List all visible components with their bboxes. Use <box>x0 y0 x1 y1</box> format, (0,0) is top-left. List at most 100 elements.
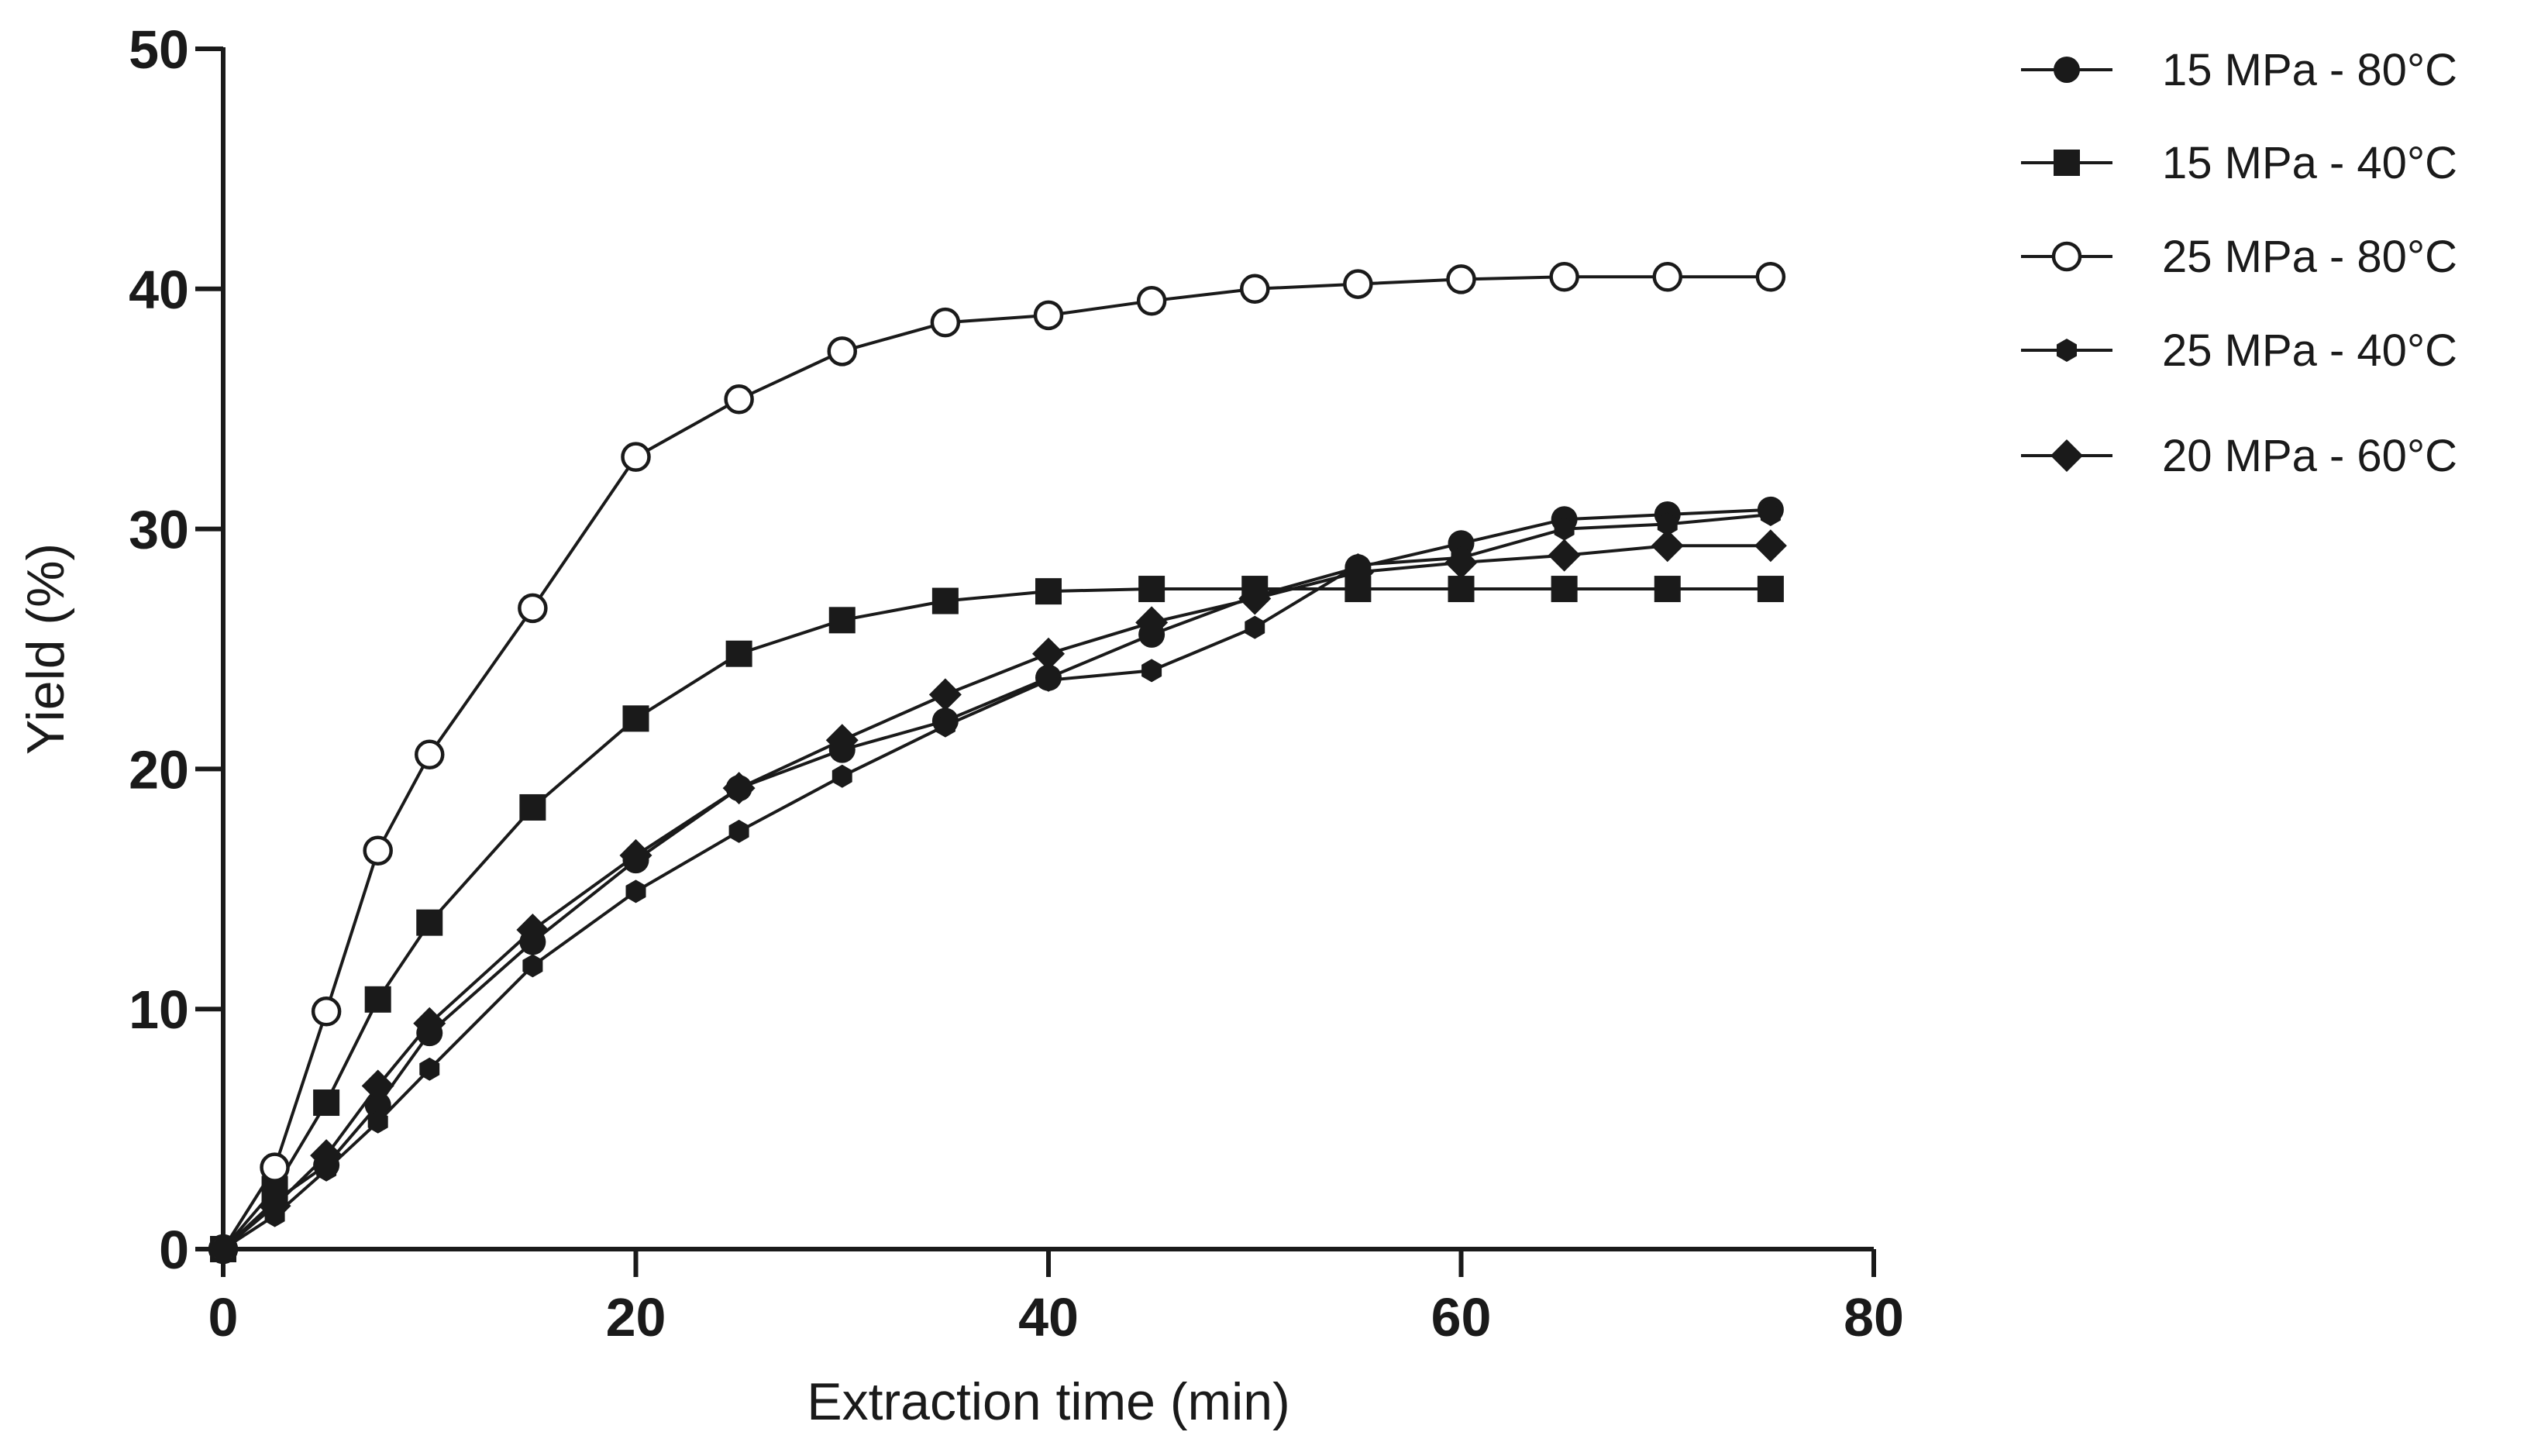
y-tick-label: 50 <box>129 19 189 80</box>
data-point <box>828 607 856 634</box>
data-point <box>827 336 857 367</box>
marker-ring <box>2051 241 2082 272</box>
data-point <box>930 307 961 338</box>
x-tick-label: 60 <box>1431 1287 1492 1348</box>
data-point <box>931 587 959 614</box>
legend-item: 20 MPa - 60°C <box>2021 431 2457 481</box>
marker-ring <box>363 835 393 866</box>
data-point <box>621 442 651 472</box>
series-2 <box>210 576 1784 1262</box>
x-axis-title: Extraction time (min) <box>807 1372 1289 1431</box>
data-point <box>1554 517 1575 541</box>
data-point <box>625 879 646 904</box>
y-tick-label: 40 <box>129 260 189 320</box>
data-point <box>1138 576 1165 603</box>
data-point <box>311 996 342 1027</box>
data-point <box>516 913 549 946</box>
series-3 <box>208 262 1786 1265</box>
legend-marker <box>2050 439 2083 472</box>
y-tick-label: 0 <box>159 1220 189 1280</box>
legend-item: 15 MPa - 80°C <box>2021 45 2457 95</box>
data-point <box>364 986 391 1013</box>
legend-marker <box>2057 339 2077 362</box>
plot-area <box>207 262 1787 1265</box>
legend-label: 20 MPa - 60°C <box>2162 431 2457 481</box>
marker-ring <box>1343 269 1373 299</box>
legend-item: 25 MPa - 40°C <box>2021 325 2457 376</box>
data-point <box>1444 546 1478 579</box>
marker-ring <box>827 336 857 367</box>
series-line <box>222 508 1771 1251</box>
data-point <box>1651 529 1684 563</box>
data-point <box>1035 578 1062 605</box>
legend-marker <box>2051 241 2082 272</box>
data-point <box>313 1089 340 1117</box>
x-tick-label: 80 <box>1844 1287 1904 1348</box>
data-point <box>1343 269 1373 299</box>
series-5 <box>207 529 1787 1265</box>
series-1 <box>210 496 1784 1262</box>
data-point <box>415 739 445 770</box>
legend-marker <box>2054 150 2080 176</box>
marker-ring <box>1240 274 1270 305</box>
data-point <box>518 593 548 624</box>
marker-ring <box>621 442 651 472</box>
x-tick-label: 40 <box>1018 1287 1079 1348</box>
series-line <box>222 587 1771 1251</box>
data-point <box>1240 274 1270 305</box>
data-point <box>935 714 955 738</box>
y-tick-label: 30 <box>129 500 189 560</box>
y-tick-label: 20 <box>129 739 189 800</box>
data-point <box>522 954 543 978</box>
data-point <box>728 819 749 843</box>
data-point <box>361 1069 394 1103</box>
data-point <box>416 909 443 936</box>
x-tick-label: 20 <box>606 1287 666 1348</box>
data-point <box>832 764 852 788</box>
legend: 15 MPa - 80°C 15 MPa - 40°C 25 MPa - 80°C 2… <box>2021 45 2457 481</box>
data-point <box>619 838 652 872</box>
data-point <box>1654 576 1681 603</box>
data-point <box>1032 637 1065 670</box>
marker-ring <box>260 1152 290 1182</box>
marker-ring <box>1446 264 1476 294</box>
data-point <box>1652 262 1682 292</box>
marker-ring <box>311 996 342 1027</box>
data-point <box>1760 503 1781 526</box>
legend-label: 15 MPa - 80°C <box>2162 45 2457 95</box>
data-point <box>413 1007 446 1040</box>
legend-label: 25 MPa - 40°C <box>2162 325 2457 376</box>
marker-ring <box>1136 286 1167 316</box>
data-point <box>622 705 649 732</box>
data-point <box>1548 539 1581 572</box>
data-point <box>1448 576 1475 603</box>
marker-ring <box>1549 262 1579 292</box>
data-point <box>1238 582 1272 615</box>
legend-label: 25 MPa - 80°C <box>2162 232 2457 282</box>
marker-ring <box>518 593 548 624</box>
marker-ring <box>415 739 445 770</box>
data-point <box>928 678 962 711</box>
series-line <box>222 275 1771 1251</box>
data-point <box>1136 286 1167 316</box>
series-line <box>222 544 1771 1251</box>
data-point <box>1754 529 1787 563</box>
data-point <box>364 1092 391 1119</box>
data-point <box>1551 576 1578 603</box>
legend-item: 25 MPa - 80°C <box>2021 232 2457 282</box>
data-point <box>725 640 752 667</box>
marker-ring <box>1652 262 1682 292</box>
data-point <box>1245 615 1265 639</box>
marker-ring <box>724 384 754 415</box>
data-point <box>1755 262 1786 292</box>
data-point <box>1141 659 1162 683</box>
data-point <box>363 835 393 866</box>
y-tick-label: 10 <box>129 979 189 1040</box>
legend-label: 15 MPa - 40°C <box>2162 138 2457 188</box>
y-axis-title: Yield (%) <box>16 543 75 755</box>
marker-ring <box>1033 300 1064 331</box>
series-line <box>222 513 1771 1251</box>
data-point <box>1549 262 1579 292</box>
data-point <box>258 1189 291 1223</box>
